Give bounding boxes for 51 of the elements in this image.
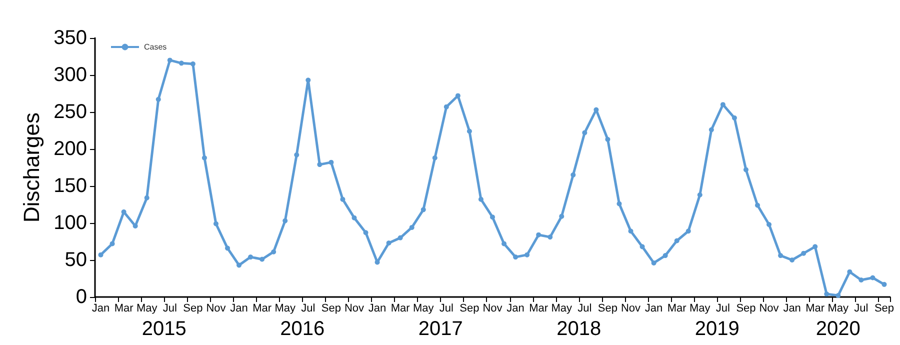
- text: 2020: [816, 318, 860, 340]
- x-tick-label: Mar: [252, 302, 272, 314]
- x-tick-label: May: [274, 302, 296, 314]
- x-tick-label: Nov: [344, 302, 365, 314]
- x-tick-label: Jul: [854, 302, 868, 314]
- x-tick-label: Sep: [598, 302, 618, 314]
- y-tick-label: 50: [64, 249, 87, 271]
- x-tick-label: Jul: [162, 302, 177, 314]
- x-tick-label: Nov: [620, 302, 642, 314]
- text: 2015: [142, 318, 186, 340]
- legend-label: Cases: [144, 42, 167, 52]
- x-tick-label: Mar: [390, 302, 410, 314]
- x-tick-label: Jul: [578, 302, 592, 314]
- x-tick-label: Sep: [874, 302, 894, 314]
- text: 2016: [280, 318, 325, 340]
- text: 2017: [418, 318, 463, 340]
- y-tick-label: 300: [54, 64, 87, 86]
- text: 2019: [694, 318, 740, 340]
- x-tick-label: Mar: [529, 302, 548, 314]
- x-tick-label: Nov: [759, 302, 780, 314]
- y-tick-label: 200: [54, 138, 87, 160]
- x-tick-label: Sep: [736, 302, 756, 314]
- y-tick-label: 250: [54, 101, 87, 123]
- x-tick-label: May: [412, 302, 434, 314]
- y-tick-label: 0: [76, 286, 87, 308]
- x-tick-label: Mar: [667, 302, 687, 314]
- y-tick-label: 350: [54, 27, 87, 49]
- x-tick-label: Sep: [460, 302, 480, 314]
- y-axis-title: Discharges: [19, 112, 44, 223]
- x-tick-label: May: [136, 302, 158, 314]
- x-tick-label: Nov: [482, 302, 503, 314]
- x-tick-label: Mar: [806, 302, 825, 314]
- x-tick-label: Jan: [92, 302, 110, 314]
- y-tick-label: 100: [54, 212, 87, 234]
- x-tick-label: Jan: [506, 302, 524, 314]
- x-tick-label: May: [828, 302, 850, 314]
- x-tick-label: Jan: [644, 302, 663, 314]
- x-tick-label: Jan: [783, 302, 801, 314]
- x-tick-label: Sep: [183, 302, 203, 314]
- text: 2018: [556, 318, 602, 340]
- x-tick-label: May: [690, 302, 711, 314]
- x-tick-label: Nov: [206, 302, 226, 314]
- x-tick-label: Jan: [230, 302, 248, 314]
- x-tick-label: Jul: [301, 302, 316, 314]
- x-tick-label: Jul: [716, 302, 730, 314]
- x-tick-label: Mar: [114, 302, 134, 314]
- x-tick-label: Sep: [321, 302, 341, 314]
- x-tick-label: Jan: [368, 302, 386, 314]
- x-tick-label: May: [551, 302, 573, 314]
- y-tick-label: 150: [54, 175, 87, 197]
- x-tick-label: Jul: [439, 302, 454, 314]
